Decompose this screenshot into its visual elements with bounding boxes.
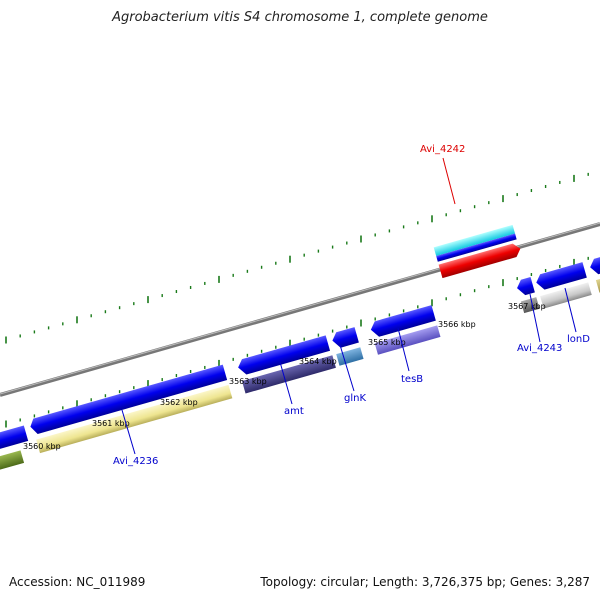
gene-label-avi-4236: Avi_4236 — [113, 456, 158, 467]
leader-amt — [279, 361, 293, 405]
gene-arrow-tesb — [370, 305, 436, 337]
cds-lond — [540, 282, 592, 309]
cds-avi-4243 — [520, 297, 540, 314]
gene-arrow-avi-4242-red — [438, 243, 521, 279]
accession-text: Accession: NC_011989 — [9, 575, 146, 589]
gene-arrow-glnk — [332, 327, 359, 348]
gene-label-glnk: glnK — [344, 393, 366, 404]
scale-label: 3567 kbp — [508, 302, 546, 311]
leader-avi-4236 — [121, 409, 136, 455]
leader-avi-4242 — [442, 157, 456, 205]
leader-avi-4243 — [529, 293, 541, 343]
scale-label: 3561 kbp — [92, 419, 130, 428]
gene-arrow-left-partial — [0, 425, 29, 452]
scale-label: 3562 kbp — [160, 398, 198, 407]
scale-label: 3566 kbp — [438, 320, 476, 329]
scale-label: 3564 kbp — [299, 357, 337, 366]
gene-features — [0, 224, 600, 472]
gene-arrow-avi-4243 — [517, 276, 535, 296]
leader-lond — [564, 287, 577, 333]
gene-label-lond: lonD — [567, 334, 590, 345]
gene-arrow-avi-4236 — [30, 364, 228, 434]
topology-text: Topology: circular; Length: 3,726,375 bp… — [260, 575, 590, 589]
scale-labels: 3560 kbp 3561 kbp 3562 kbp 3563 kbp 3564… — [23, 302, 546, 451]
gene-label-avi-4242: Avi_4242 — [420, 144, 465, 155]
gene-labels: Avi_4242 Avi_4236 amt glnK tesB Avi_4243… — [113, 144, 590, 467]
cds-glnk — [336, 347, 364, 366]
feature-cyan-avi-4242 — [433, 224, 516, 257]
leader-glnk — [339, 344, 355, 392]
cds-avi-4236 — [36, 384, 233, 454]
gene-bar-avi-4242 — [436, 233, 517, 262]
scale-label: 3563 kbp — [229, 377, 267, 386]
gene-arrow-amt — [238, 335, 331, 375]
outer-tick-ring — [5, 172, 589, 344]
label-leaders — [121, 157, 577, 455]
scale-tick-ring — [5, 256, 589, 428]
gene-arrow-right-partial — [590, 246, 600, 275]
scale-label: 3565 kbp — [368, 338, 406, 347]
gene-label-amt: amt — [284, 406, 304, 417]
map-title: Agrobacterium vitis S4 chromosome 1, com… — [112, 10, 488, 25]
cds-tesb — [374, 325, 441, 355]
gene-arrow-lond — [536, 262, 587, 290]
scale-label: 3560 kbp — [23, 442, 61, 451]
gene-label-tesb: tesB — [401, 374, 423, 385]
cds-amt — [241, 355, 336, 394]
cds-olive — [0, 450, 25, 472]
gene-label-avi-4243: Avi_4243 — [517, 343, 562, 354]
leader-tesb — [397, 327, 410, 372]
